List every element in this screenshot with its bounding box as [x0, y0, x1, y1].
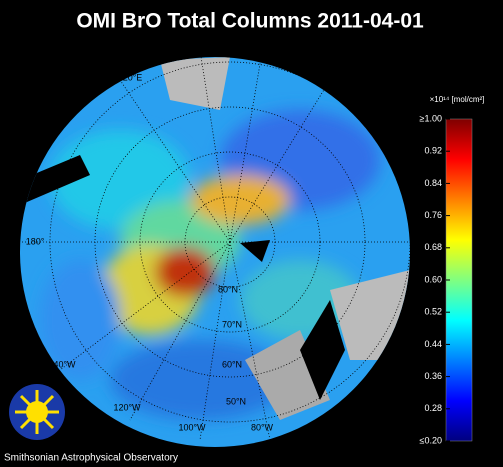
colorbar: [445, 118, 473, 442]
map-label: 180°: [26, 236, 45, 246]
colorbar-tick-label: 0.60: [424, 274, 442, 284]
credit: Smithsonian Astrophysical Observatory: [4, 453, 178, 464]
colorbar-tick-label: ≥1.00: [420, 113, 442, 123]
logo: [9, 384, 65, 440]
map-label: 60°E: [312, 72, 332, 82]
title: OMI BrO Total Columns 2011-04-01: [76, 10, 424, 33]
colorbar-tick-label: 0.76: [424, 210, 442, 220]
map-label: 120°E: [118, 72, 143, 82]
map-label: 70°N: [222, 319, 242, 329]
map-label: 50°N: [226, 396, 246, 406]
colorbar-tick-label: 0.52: [424, 307, 442, 317]
map-label: 80°W: [251, 422, 274, 432]
colorbar-unit: ×10¹⁴ [mol/cm²]: [430, 95, 485, 104]
map-label: 80°E: [252, 46, 272, 56]
map-label: 120°W: [113, 402, 141, 412]
colorbar-ticks: ≥1.00 0.92 0.84 0.76 0.68 0.60 0.52 0.44 0.36 0.2…: [420, 113, 450, 445]
colorbar-tick-label: 0.44: [424, 339, 442, 349]
colorbar-tick-label: 0.36: [424, 371, 442, 381]
colorbar-tick-label: 0.84: [424, 178, 442, 188]
map-label: 140°W: [48, 359, 76, 369]
colorbar-tick-label: 0.28: [424, 403, 442, 413]
map-labels: 100°E 80°E 120°E 60°E 180° 0° 80°N 70°N 60°N 50°N…: [26, 44, 425, 432]
map-label: 0°: [416, 236, 425, 246]
colorbar-tick-label: ≤0.20: [420, 435, 442, 445]
map-label: 100°E: [188, 44, 213, 54]
map-label: 60°N: [222, 359, 242, 369]
map-label: 100°W: [178, 422, 206, 432]
map: [20, 57, 410, 447]
colorbar-tick-label: 0.68: [424, 242, 442, 252]
map-label: 80°N: [218, 284, 238, 294]
colorbar-tick-label: 0.92: [424, 146, 442, 156]
